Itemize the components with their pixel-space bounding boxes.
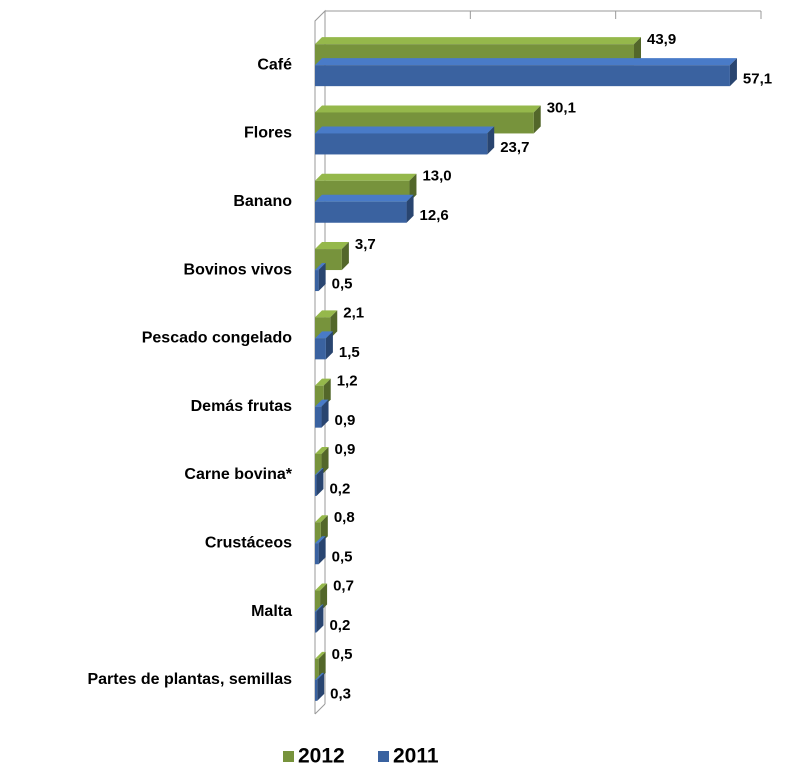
bar-top: [315, 378, 331, 386]
bar-group: [315, 399, 329, 428]
bar-group: [315, 604, 324, 633]
value-label: 1,5: [339, 344, 360, 361]
value-label: 0,7: [333, 578, 354, 595]
bar: [315, 658, 319, 680]
category-label: Bovinos vivos: [184, 261, 293, 278]
bar: [315, 474, 317, 496]
bar-side: [325, 331, 333, 360]
value-label: 0,2: [329, 617, 350, 634]
bar-side: [487, 126, 495, 155]
bar-group: [315, 331, 333, 360]
bar: [315, 133, 488, 155]
value-label: 0,5: [332, 549, 353, 566]
value-label: 0,9: [335, 412, 356, 429]
bar-side: [316, 604, 324, 633]
bar-group: [315, 263, 326, 292]
bar-top: [315, 446, 329, 454]
category-label: Crustáceos: [205, 534, 292, 551]
bar-side: [533, 105, 541, 134]
bar: [315, 590, 321, 612]
bar-top: [315, 536, 326, 544]
value-label: 3,7: [355, 236, 376, 253]
bar-top: [315, 604, 324, 612]
bar: [315, 65, 730, 87]
bar-group: [315, 583, 328, 612]
bar: [315, 270, 319, 292]
bar-side: [406, 194, 414, 223]
bar: [315, 522, 321, 544]
bar-side: [729, 58, 737, 87]
bar-top: [315, 58, 737, 66]
legend-label: 2012: [298, 745, 345, 767]
bar-top: [315, 105, 541, 113]
bar-side: [318, 263, 326, 292]
category-label: Partes de plantas, semillas: [87, 671, 292, 688]
category-label: Banano: [233, 193, 292, 210]
category-label: Café: [257, 56, 292, 73]
bar-top: [315, 583, 328, 591]
value-label: 57,1: [743, 71, 772, 88]
bar-group: [315, 467, 324, 496]
bar-top: [315, 467, 324, 475]
bar-top: [315, 399, 329, 407]
bar-group: [315, 126, 495, 155]
bar-top: [315, 37, 642, 45]
bar-top: [315, 242, 349, 250]
bar-top: [315, 672, 325, 680]
bar: [315, 338, 326, 360]
bar-top: [315, 194, 414, 202]
category-label: Flores: [244, 125, 292, 142]
floor-edge: [314, 703, 326, 715]
category-label: Pescado congelado: [142, 330, 292, 347]
bar: [315, 406, 322, 428]
category-label: Malta: [251, 603, 292, 620]
bar-top: [315, 515, 328, 523]
bar-side: [320, 583, 328, 612]
bar: [315, 543, 319, 565]
value-label: 0,8: [334, 509, 355, 526]
bar: [315, 611, 317, 633]
bar-group: [315, 58, 737, 87]
legend-swatch: [283, 751, 294, 762]
legend-label: 2011: [393, 745, 439, 767]
bar-side: [321, 399, 329, 428]
bar-top: [315, 173, 417, 181]
bar-side: [341, 242, 349, 271]
bar-side: [316, 467, 324, 496]
bar: [315, 385, 324, 407]
bar-top: [315, 126, 495, 134]
bar-side: [318, 536, 326, 565]
value-label: 12,6: [420, 207, 449, 224]
legend-swatch: [378, 751, 389, 762]
bar-top: [315, 263, 326, 271]
value-label: 0,5: [332, 276, 353, 293]
value-label: 23,7: [500, 139, 529, 156]
bar: [315, 453, 322, 475]
bar-top: [315, 310, 338, 318]
category-label: Demás frutas: [191, 398, 292, 415]
bar: [315, 201, 407, 223]
value-label: 0,5: [332, 646, 353, 663]
bar-group: [315, 672, 325, 701]
value-label: 30,1: [547, 99, 576, 116]
bar-top: [315, 331, 333, 339]
bar: [315, 679, 318, 701]
bar-group: [315, 536, 326, 565]
bar-side: [317, 672, 325, 701]
bar-top: [315, 651, 326, 659]
category-label: Carne bovina*: [184, 466, 292, 483]
value-label: 2,1: [343, 304, 364, 321]
value-label: 0,9: [335, 441, 356, 458]
value-label: 43,9: [647, 31, 676, 48]
value-label: 0,3: [330, 685, 351, 702]
bar-group: [315, 194, 414, 223]
value-label: 13,0: [422, 168, 451, 185]
value-label: 1,2: [337, 373, 358, 390]
value-label: 0,2: [329, 480, 350, 497]
